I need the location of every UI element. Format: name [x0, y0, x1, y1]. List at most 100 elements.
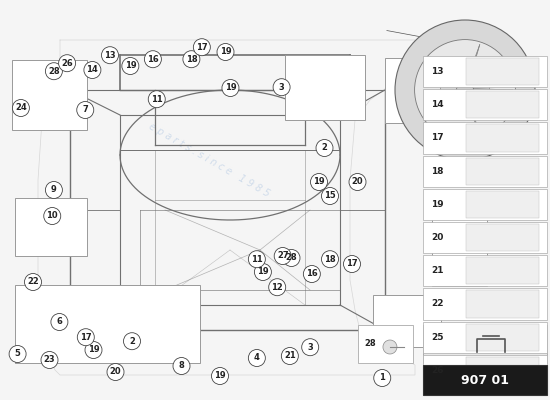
Circle shape: [349, 174, 366, 190]
Circle shape: [25, 274, 41, 290]
Text: 28: 28: [364, 340, 376, 348]
Circle shape: [344, 256, 360, 272]
Text: 24: 24: [15, 104, 27, 112]
Text: 20: 20: [351, 178, 364, 186]
Text: 22: 22: [431, 300, 443, 308]
Text: 21: 21: [284, 352, 296, 360]
Bar: [423, 122, 547, 154]
Text: 28: 28: [285, 254, 298, 262]
Circle shape: [374, 370, 390, 386]
Bar: [423, 255, 547, 286]
Text: 25: 25: [431, 333, 443, 342]
Text: e p a r t s . s i n c e   1 9 8 5: e p a r t s . s i n c e 1 9 8 5: [147, 121, 271, 199]
Text: 14: 14: [86, 66, 98, 74]
Text: 12: 12: [271, 283, 283, 292]
Circle shape: [124, 333, 140, 350]
Circle shape: [13, 100, 29, 116]
Bar: [423, 156, 547, 187]
Circle shape: [183, 51, 200, 68]
Circle shape: [441, 66, 490, 114]
Text: 3: 3: [307, 343, 313, 352]
Circle shape: [383, 340, 397, 354]
Text: 19: 19: [219, 48, 232, 56]
Circle shape: [51, 314, 68, 330]
Bar: [423, 322, 547, 353]
Text: 8: 8: [179, 362, 184, 370]
Circle shape: [395, 20, 535, 160]
Bar: [466, 324, 538, 351]
Text: 3: 3: [279, 83, 284, 92]
Text: 21: 21: [431, 266, 443, 275]
Bar: [466, 91, 538, 118]
Circle shape: [249, 350, 265, 366]
Bar: [466, 257, 538, 284]
Text: 17: 17: [431, 134, 443, 142]
Circle shape: [222, 80, 239, 96]
Bar: [466, 158, 538, 185]
Circle shape: [107, 364, 124, 380]
Circle shape: [456, 82, 474, 98]
Circle shape: [255, 264, 271, 280]
Text: 23: 23: [43, 356, 56, 364]
Bar: [466, 357, 538, 384]
Text: 2: 2: [129, 337, 135, 346]
Text: 14: 14: [431, 100, 443, 109]
Text: 20: 20: [109, 368, 122, 376]
Circle shape: [304, 266, 320, 282]
Text: 11: 11: [151, 95, 163, 104]
Text: 10: 10: [46, 212, 58, 220]
Text: 2: 2: [322, 144, 327, 152]
Bar: [432, 218, 487, 286]
Text: 7: 7: [82, 106, 88, 114]
Text: 16: 16: [147, 55, 159, 64]
Circle shape: [249, 251, 265, 268]
Circle shape: [59, 55, 75, 72]
Circle shape: [316, 140, 333, 156]
Circle shape: [9, 346, 26, 362]
Text: 28: 28: [48, 67, 60, 76]
Circle shape: [122, 58, 139, 74]
Circle shape: [212, 368, 228, 384]
Circle shape: [283, 250, 300, 266]
Circle shape: [311, 174, 327, 190]
Circle shape: [415, 40, 515, 140]
Circle shape: [269, 279, 285, 296]
Text: 19: 19: [313, 178, 325, 186]
Text: 13: 13: [104, 51, 116, 60]
Text: 17: 17: [346, 260, 358, 268]
Bar: [423, 288, 547, 320]
Circle shape: [145, 51, 161, 68]
Bar: [466, 191, 538, 218]
Text: 19: 19: [431, 200, 443, 209]
Bar: [423, 325, 547, 363]
Circle shape: [194, 39, 210, 56]
Circle shape: [282, 348, 298, 364]
Text: 19: 19: [124, 62, 136, 70]
Bar: [12, 60, 87, 130]
Bar: [358, 325, 413, 363]
Text: 18: 18: [185, 55, 197, 64]
Text: 16: 16: [306, 270, 318, 278]
Bar: [15, 285, 200, 363]
Text: 907 01: 907 01: [461, 374, 509, 386]
Text: 26: 26: [61, 59, 73, 68]
Text: 11: 11: [251, 255, 263, 264]
Circle shape: [273, 79, 290, 96]
Circle shape: [44, 208, 60, 224]
Bar: [423, 222, 547, 253]
Circle shape: [322, 251, 338, 268]
Bar: [423, 89, 547, 120]
Bar: [466, 224, 538, 251]
Text: 20: 20: [431, 233, 443, 242]
Bar: [423, 56, 547, 87]
Text: 19: 19: [224, 84, 236, 92]
Bar: [423, 365, 547, 395]
Circle shape: [302, 339, 318, 356]
Circle shape: [78, 329, 94, 346]
Circle shape: [274, 248, 291, 264]
Bar: [423, 355, 547, 386]
Text: 6: 6: [57, 318, 62, 326]
Text: 19: 19: [87, 346, 100, 354]
Text: 15: 15: [324, 192, 336, 200]
Text: 26: 26: [431, 366, 443, 375]
